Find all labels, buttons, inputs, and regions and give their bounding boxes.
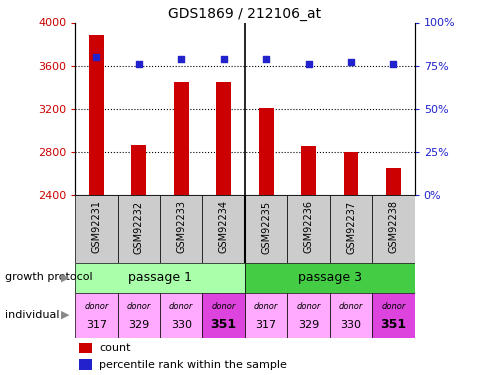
Text: 330: 330 — [170, 320, 191, 330]
Bar — [78, 343, 92, 352]
Bar — [244, 262, 414, 292]
Bar — [372, 195, 414, 262]
Text: GSM92231: GSM92231 — [91, 200, 101, 254]
Point — [219, 56, 227, 62]
Text: ▶: ▶ — [61, 273, 70, 282]
Text: donor: donor — [338, 302, 363, 311]
Point — [177, 56, 185, 62]
Bar — [216, 82, 231, 195]
Text: 330: 330 — [340, 320, 361, 330]
Point — [389, 61, 396, 67]
Bar — [78, 359, 92, 370]
Bar — [202, 195, 244, 262]
Text: passage 3: passage 3 — [297, 271, 361, 284]
Bar — [287, 195, 329, 262]
Text: GSM92233: GSM92233 — [176, 200, 186, 254]
Bar — [131, 146, 146, 195]
Text: 317: 317 — [255, 320, 276, 330]
Bar — [75, 262, 244, 292]
Bar — [372, 292, 414, 338]
Text: individual: individual — [5, 310, 59, 320]
Bar — [244, 292, 287, 338]
Text: growth protocol: growth protocol — [5, 273, 92, 282]
Text: percentile rank within the sample: percentile rank within the sample — [99, 360, 286, 369]
Text: 329: 329 — [128, 320, 149, 330]
Text: count: count — [99, 343, 130, 352]
Text: GSM92236: GSM92236 — [303, 200, 313, 254]
Text: donor: donor — [84, 302, 108, 311]
Bar — [89, 36, 104, 195]
Text: donor: donor — [126, 302, 151, 311]
Text: donor: donor — [211, 302, 235, 311]
Text: donor: donor — [169, 302, 193, 311]
Bar — [244, 195, 287, 262]
Bar — [329, 292, 372, 338]
Text: 351: 351 — [379, 318, 406, 332]
Bar — [75, 195, 117, 262]
Title: GDS1869 / 212106_at: GDS1869 / 212106_at — [168, 8, 321, 21]
Bar — [160, 292, 202, 338]
Bar — [75, 292, 117, 338]
Bar — [329, 195, 372, 262]
Point — [347, 59, 354, 65]
Text: 317: 317 — [86, 320, 107, 330]
Text: ▶: ▶ — [61, 310, 70, 320]
Bar — [117, 195, 160, 262]
Bar — [343, 152, 358, 195]
Text: GSM92237: GSM92237 — [345, 200, 355, 254]
Text: GSM92232: GSM92232 — [134, 200, 144, 254]
Bar — [287, 292, 329, 338]
Point — [135, 61, 142, 67]
Text: donor: donor — [254, 302, 278, 311]
Bar — [117, 292, 160, 338]
Text: GSM92238: GSM92238 — [388, 200, 398, 254]
Text: GSM92235: GSM92235 — [260, 200, 271, 254]
Point — [92, 54, 100, 60]
Text: 351: 351 — [210, 318, 236, 332]
Text: GSM92234: GSM92234 — [218, 200, 228, 254]
Bar — [202, 292, 244, 338]
Text: passage 1: passage 1 — [128, 271, 192, 284]
Text: donor: donor — [296, 302, 320, 311]
Point — [262, 56, 270, 62]
Bar — [385, 168, 400, 195]
Text: 329: 329 — [297, 320, 318, 330]
Bar — [258, 108, 273, 195]
Text: donor: donor — [380, 302, 405, 311]
Bar — [160, 195, 202, 262]
Bar — [173, 82, 188, 195]
Bar — [301, 147, 316, 195]
Point — [304, 61, 312, 67]
